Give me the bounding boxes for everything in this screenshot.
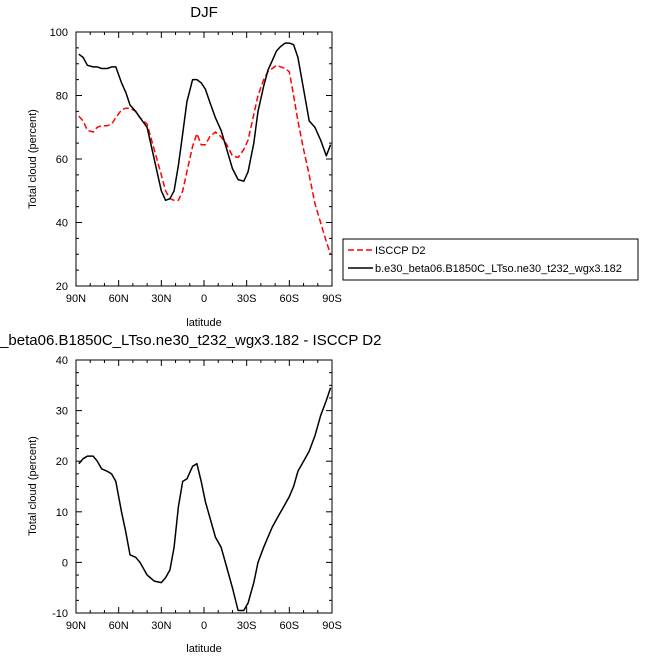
bottom-ytick-label: -10 [52, 608, 68, 620]
top-series-line-1 [78, 42, 332, 202]
bottom-ytick-label: 0 [62, 557, 68, 569]
top-xtick-label: 60S [280, 293, 300, 305]
top-panel-ylabel: Total cloud (percent) [27, 109, 39, 209]
top-panel: DJF 90N 60N 30N 0 30S 60S 90S 20 40 60 80 100 latit… [27, 4, 639, 329]
bottom-panel-ylabel: Total cloud (percent) [27, 436, 39, 536]
bottom-xtick-label: 30S [237, 620, 257, 632]
top-xtick-label: 30S [237, 293, 257, 305]
bottom-ytick-label: 40 [56, 355, 68, 367]
bottom-xtick-label: 90N [66, 620, 86, 632]
top-xtick-label: 90S [322, 293, 342, 305]
legend-box [342, 238, 639, 281]
bottom-panel-xlabel: latitude [186, 643, 221, 655]
top-panel-xlabel: latitude [186, 317, 221, 329]
legend: ISCCP D2 b.e30_beta06.B1850C_LTso.ne30_t… [342, 238, 639, 281]
bottom-xtick-label: 60N [109, 620, 129, 632]
top-series-line-0 [78, 64, 332, 255]
top-ytick-label: 40 [56, 218, 68, 230]
legend-label-model: b.e30_beta06.B1850C_LTso.ne30_t232_wgx3.… [375, 263, 622, 275]
bottom-panel: b.e30_beta06.B1850C_LTso.ne30_t232_wgx3.… [0, 332, 381, 655]
bottom-series-line-0 [78, 387, 332, 612]
top-xtick-label: 90N [66, 293, 86, 305]
bottom-xtick-label: 30N [151, 620, 171, 632]
bottom-ytick-label: 10 [56, 507, 68, 519]
top-xtick-label: 30N [151, 293, 171, 305]
bottom-xtick-label: 90S [322, 620, 342, 632]
top-panel-frame [75, 31, 333, 287]
top-xtick-label: 60N [109, 293, 129, 305]
top-panel-title: DJF [190, 4, 218, 21]
top-xtick-label: 0 [201, 293, 207, 305]
top-ytick-label: 80 [56, 91, 68, 103]
top-ytick-label: 60 [56, 154, 68, 166]
bottom-panel-title: b.e30_beta06.B1850C_LTso.ne30_t232_wgx3.… [0, 332, 381, 349]
bottom-xtick-label: 0 [201, 620, 207, 632]
top-ytick-label: 20 [56, 281, 68, 293]
bottom-xtick-label: 60S [280, 620, 300, 632]
legend-label-isccp: ISCCP D2 [375, 245, 426, 257]
bottom-ytick-label: 30 [56, 406, 68, 418]
bottom-ytick-label: 20 [56, 456, 68, 468]
top-ytick-label: 100 [50, 27, 68, 39]
